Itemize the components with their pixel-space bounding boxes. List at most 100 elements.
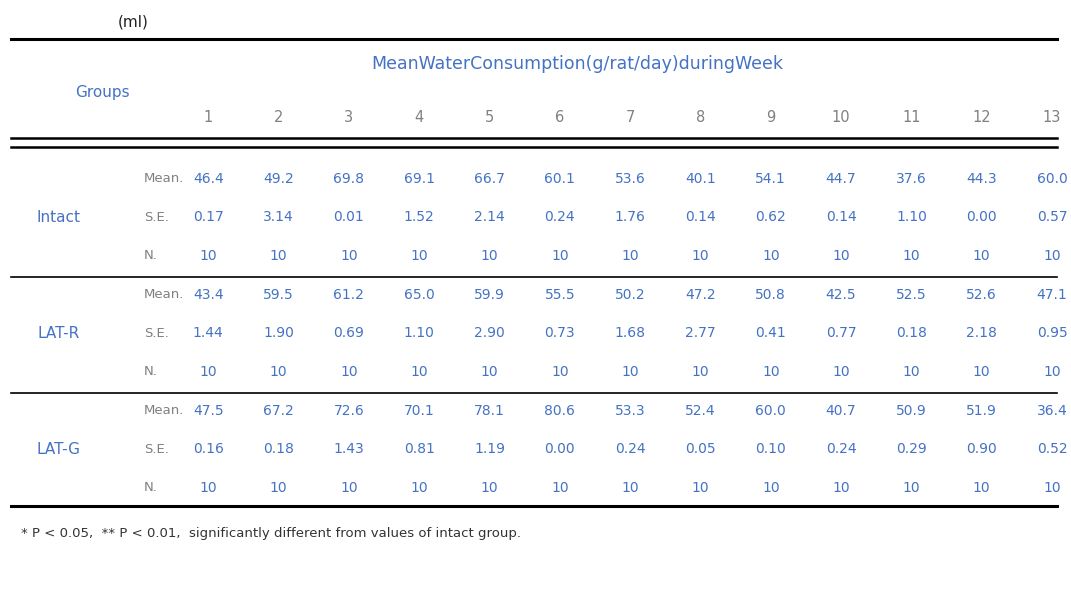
Text: S.E.: S.E. [145, 211, 169, 224]
Text: 6: 6 [555, 110, 564, 126]
Text: 1.68: 1.68 [615, 326, 646, 340]
Text: 40.1: 40.1 [685, 171, 715, 186]
Text: (ml): (ml) [118, 15, 149, 30]
Text: 80.6: 80.6 [544, 403, 575, 418]
Text: 67.2: 67.2 [263, 403, 293, 418]
Text: 0.00: 0.00 [966, 210, 997, 224]
Text: 2.90: 2.90 [474, 326, 504, 340]
Text: 59.9: 59.9 [474, 287, 504, 302]
Text: Mean.: Mean. [145, 172, 184, 185]
Text: 10: 10 [832, 481, 850, 495]
Text: 10: 10 [481, 249, 498, 263]
Text: 0.00: 0.00 [544, 442, 575, 456]
Text: 66.7: 66.7 [474, 171, 504, 186]
Text: 0.69: 0.69 [333, 326, 364, 340]
Text: 8: 8 [696, 110, 705, 126]
Text: 50.2: 50.2 [615, 287, 646, 302]
Text: 78.1: 78.1 [474, 403, 504, 418]
Text: 0.29: 0.29 [896, 442, 926, 456]
Text: 1: 1 [203, 110, 213, 126]
Text: 49.2: 49.2 [263, 171, 293, 186]
Text: 10: 10 [341, 365, 358, 379]
Text: 1.43: 1.43 [333, 442, 364, 456]
Text: 0.16: 0.16 [193, 442, 224, 456]
Text: 9: 9 [766, 110, 775, 126]
Text: 1.90: 1.90 [263, 326, 295, 340]
Text: 51.9: 51.9 [966, 403, 997, 418]
Text: 10: 10 [270, 365, 287, 379]
Text: Groups: Groups [75, 84, 130, 100]
Text: 50.8: 50.8 [755, 287, 786, 302]
Text: 10: 10 [903, 365, 920, 379]
Text: 36.4: 36.4 [1037, 403, 1068, 418]
Text: 10: 10 [552, 249, 569, 263]
Text: 60.0: 60.0 [755, 403, 786, 418]
Text: 10: 10 [552, 481, 569, 495]
Text: 53.6: 53.6 [615, 171, 646, 186]
Text: 0.24: 0.24 [544, 210, 575, 224]
Text: LAT-G: LAT-G [36, 441, 80, 457]
Text: 10: 10 [341, 481, 358, 495]
Text: 10: 10 [692, 365, 709, 379]
Text: S.E.: S.E. [145, 327, 169, 340]
Text: 10: 10 [692, 481, 709, 495]
Text: 43.4: 43.4 [193, 287, 224, 302]
Text: N.: N. [145, 365, 159, 378]
Text: 10: 10 [832, 110, 850, 126]
Text: N.: N. [145, 481, 159, 494]
Text: 10: 10 [761, 365, 780, 379]
Text: 44.3: 44.3 [966, 171, 997, 186]
Text: 10: 10 [761, 249, 780, 263]
Text: 1.10: 1.10 [896, 210, 926, 224]
Text: 0.73: 0.73 [544, 326, 575, 340]
Text: 55.5: 55.5 [544, 287, 575, 302]
Text: 10: 10 [621, 249, 639, 263]
Text: 47.1: 47.1 [1037, 287, 1068, 302]
Text: 2.77: 2.77 [685, 326, 715, 340]
Text: 44.7: 44.7 [826, 171, 857, 186]
Text: 0.17: 0.17 [193, 210, 224, 224]
Text: 60.1: 60.1 [544, 171, 575, 186]
Text: 0.05: 0.05 [685, 442, 715, 456]
Text: 10: 10 [621, 365, 639, 379]
Text: * P < 0.05,  ** P < 0.01,  significantly different from values of intact group.: * P < 0.05, ** P < 0.01, significantly d… [21, 527, 522, 540]
Text: 37.6: 37.6 [896, 171, 926, 186]
Text: 60.0: 60.0 [1037, 171, 1068, 186]
Text: Intact: Intact [36, 209, 80, 225]
Text: 10: 10 [832, 365, 850, 379]
Text: 0.14: 0.14 [826, 210, 857, 224]
Text: 10: 10 [1043, 249, 1061, 263]
Text: 12: 12 [972, 110, 991, 126]
Text: 50.9: 50.9 [896, 403, 926, 418]
Text: 3: 3 [345, 110, 353, 126]
Text: 4: 4 [414, 110, 424, 126]
Text: 10: 10 [692, 249, 709, 263]
Text: 10: 10 [270, 481, 287, 495]
Text: 10: 10 [903, 249, 920, 263]
Text: 0.81: 0.81 [404, 442, 435, 456]
Text: 53.3: 53.3 [615, 403, 646, 418]
Text: 47.5: 47.5 [193, 403, 224, 418]
Text: 52.4: 52.4 [685, 403, 715, 418]
Text: 2.18: 2.18 [966, 326, 997, 340]
Text: 0.95: 0.95 [1037, 326, 1068, 340]
Text: 2.14: 2.14 [474, 210, 504, 224]
Text: 47.2: 47.2 [685, 287, 715, 302]
Text: 1.19: 1.19 [474, 442, 506, 456]
Text: 46.4: 46.4 [193, 171, 224, 186]
Text: 10: 10 [199, 249, 217, 263]
Text: 61.2: 61.2 [333, 287, 364, 302]
Text: 10: 10 [972, 481, 991, 495]
Text: 10: 10 [481, 481, 498, 495]
Text: 0.77: 0.77 [826, 326, 857, 340]
Text: 0.18: 0.18 [263, 442, 295, 456]
Text: 10: 10 [270, 249, 287, 263]
Text: 0.57: 0.57 [1037, 210, 1068, 224]
Text: 1.52: 1.52 [404, 210, 435, 224]
Text: 52.6: 52.6 [966, 287, 997, 302]
Text: N.: N. [145, 249, 159, 262]
Text: 10: 10 [1043, 481, 1061, 495]
Text: S.E.: S.E. [145, 443, 169, 456]
Text: 0.18: 0.18 [896, 326, 926, 340]
Text: Mean.: Mean. [145, 288, 184, 301]
